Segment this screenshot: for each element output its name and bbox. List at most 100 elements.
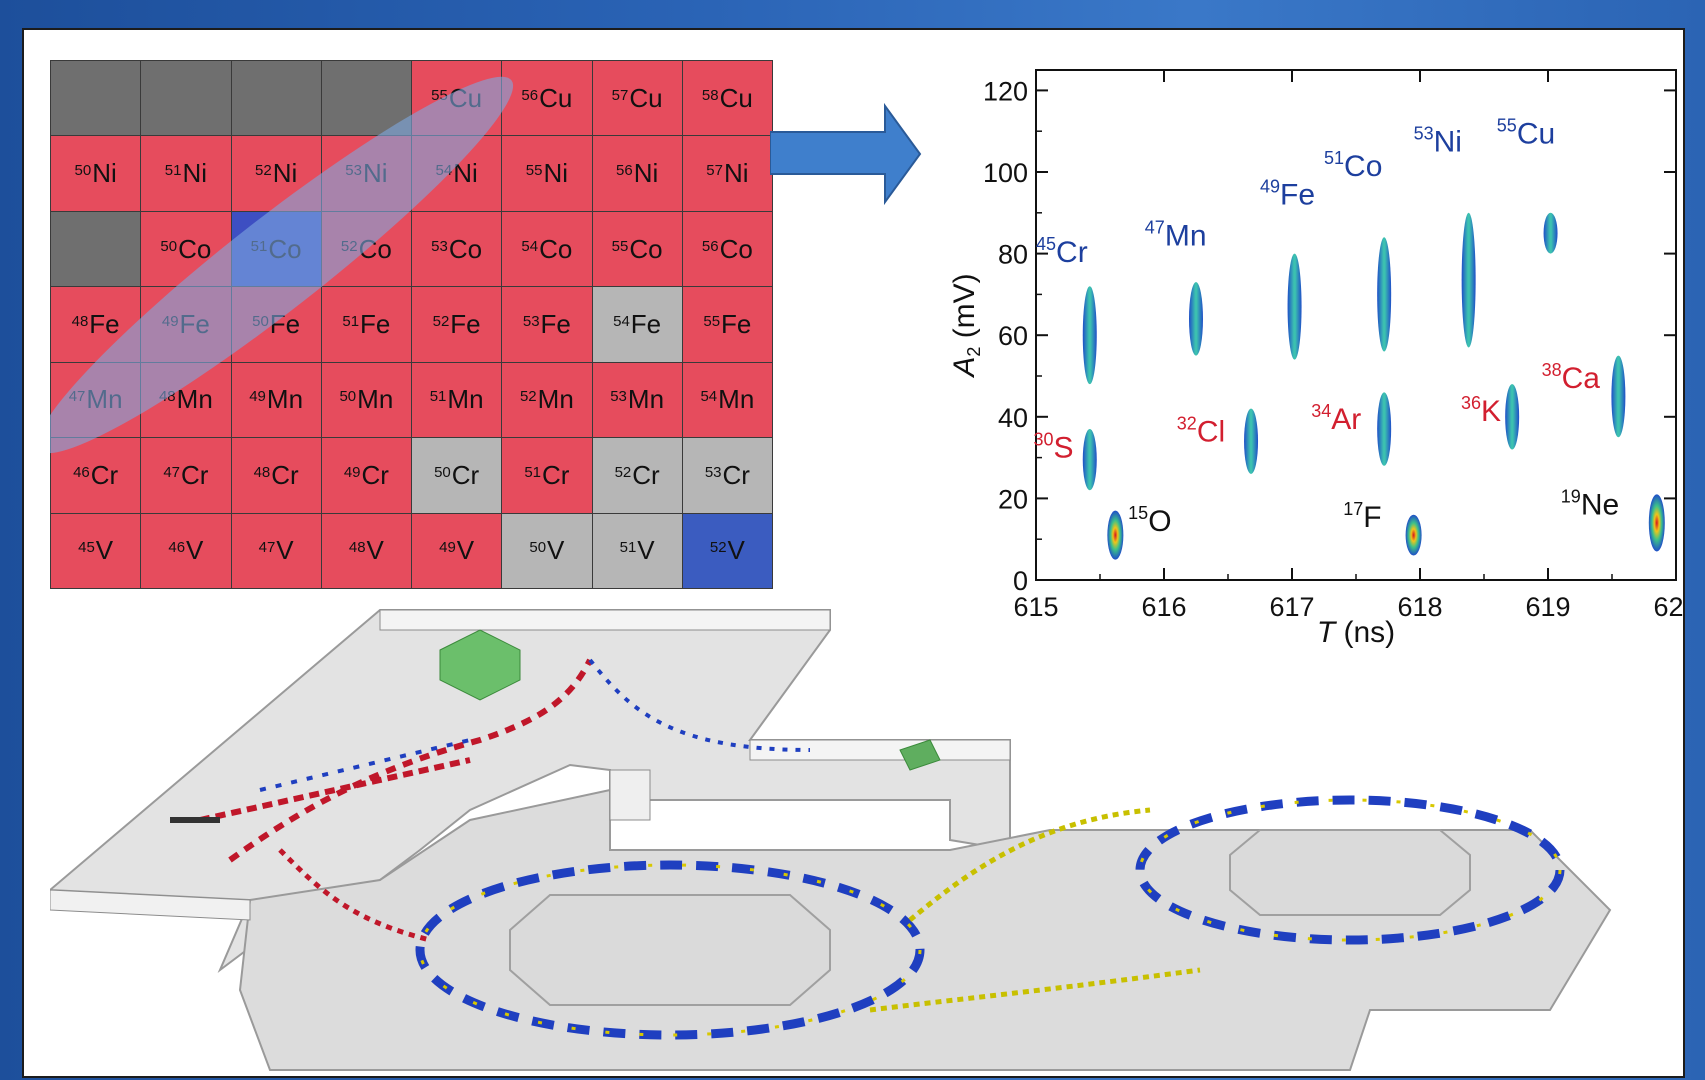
y-axis-symbol: A — [948, 357, 981, 379]
mass-number: 53 — [522, 312, 540, 330]
nuclide-cell-empty — [230, 60, 322, 137]
element-symbol: K — [1481, 395, 1501, 428]
element-symbol: Ni — [453, 158, 478, 189]
element-symbol: Fe — [89, 308, 120, 339]
nuclide-cell-52fe: 52 Fe — [411, 286, 503, 363]
element-symbol: Co — [178, 233, 212, 264]
mass-number: 49 — [343, 463, 361, 481]
mass-number: 48 — [348, 539, 366, 557]
mass-number: 53 — [345, 162, 362, 180]
y-tick-label: 100 — [983, 158, 1028, 188]
mass-number: 52 — [614, 463, 632, 481]
mass-number: 46 — [168, 539, 186, 557]
element-symbol: Cu — [1517, 117, 1555, 150]
cluster-36K — [1505, 384, 1520, 450]
mass-number: 46 — [73, 463, 90, 481]
element-symbol: Mn — [718, 384, 755, 415]
nuclide-cell-47v: 47 V — [230, 512, 322, 589]
nuclide-cell-51fe: 51 Fe — [320, 286, 412, 363]
mass-number: 55 — [611, 237, 629, 255]
mass-number: 49 — [249, 388, 266, 406]
nuclide-cell-56co: 56 Co — [681, 210, 773, 288]
mass-number: 34 — [1311, 401, 1331, 421]
mass-number: 56 — [521, 86, 539, 104]
nuclide-cell-55fe: 55 Fe — [681, 286, 773, 363]
element-symbol: Cr — [632, 459, 660, 490]
mass-number: 58 — [701, 86, 719, 104]
element-symbol: Mn — [86, 384, 123, 415]
element-symbol: Mn — [1165, 219, 1207, 252]
tof-scatter-plot: 615 616 617 618 619 620 0 20 40 60 80 100 120 T (ns) A… — [924, 58, 1683, 670]
mass-number: 19 — [1561, 487, 1581, 507]
nuclide-cell-51co: 51 Co — [230, 210, 322, 288]
element-symbol: Fe — [360, 308, 391, 339]
element-symbol: Ni — [362, 158, 388, 189]
cluster-47Mn — [1189, 282, 1203, 356]
nuclide-cell-53mn: 53 Mn — [591, 361, 683, 439]
nuclide-cell-58cu: 58 Cu — [681, 60, 773, 137]
nuclide-cell-48cr: 48 Cr — [230, 437, 322, 514]
cluster-51Co — [1377, 237, 1392, 352]
nuclide-cell-52v: 52 V — [681, 512, 773, 589]
nuclide-cell-empty — [140, 60, 232, 137]
mass-number: 51 — [164, 162, 182, 180]
cluster-30S — [1082, 429, 1097, 491]
mass-number: 50 — [339, 388, 357, 406]
nuclide-cell-53cr: 53 Cr — [681, 437, 773, 514]
x-tick-label: 615 — [1013, 592, 1058, 622]
mass-number: 50 — [252, 312, 269, 330]
mass-number: 38 — [1542, 360, 1562, 380]
element-symbol: Fe — [721, 308, 752, 339]
nuclide-cell-48v: 48 V — [320, 512, 412, 589]
figure-frame: 55 Cu 56 Cu 57 Cu 58 Cu 50 Ni 51 Ni 52 Ni 53 Ni 54 Ni 55 Ni… — [22, 28, 1685, 1078]
mass-number: 53 — [1414, 124, 1434, 144]
nuclide-cell-empty — [50, 210, 142, 288]
cluster-label-51Co: 51Co — [1324, 148, 1382, 183]
nuclide-cell-56cu: 56 Cu — [501, 60, 593, 137]
mass-number: 55 — [431, 86, 448, 104]
element-symbol: Mn — [447, 384, 484, 415]
element-symbol: Ni — [543, 158, 568, 189]
y-tick-label: 60 — [998, 321, 1028, 351]
cluster-53Ni — [1461, 212, 1476, 348]
nuclide-cell-56ni: 56 Ni — [591, 135, 683, 212]
element-symbol: V — [547, 535, 565, 566]
mass-number: 55 — [1497, 115, 1517, 135]
mass-number: 52 — [432, 312, 450, 330]
element-symbol: Ar — [1331, 403, 1361, 436]
cluster-label-19Ne: 19Ne — [1561, 487, 1619, 522]
element-symbol: Cr — [542, 459, 570, 490]
element-symbol: Fe — [540, 308, 571, 339]
element-symbol: Cr — [451, 459, 480, 490]
mass-number: 57 — [611, 86, 629, 104]
cluster-19Ne — [1648, 494, 1665, 552]
cluster-label-47Mn: 47Mn — [1145, 217, 1207, 252]
mass-number: 15 — [1128, 503, 1148, 523]
mass-number: 52 — [709, 539, 727, 557]
cluster-label-17F: 17F — [1343, 499, 1381, 534]
mass-number: 30 — [1033, 430, 1053, 450]
mass-number: 52 — [340, 237, 358, 255]
nuclide-cell-50co: 50 Co — [140, 210, 232, 288]
element-symbol: Cr — [1056, 236, 1088, 269]
element-symbol: V — [456, 535, 475, 566]
element-symbol: V — [276, 535, 294, 566]
mass-number: 51 — [524, 463, 541, 481]
nuclide-cell-empty — [50, 60, 142, 137]
mass-number: 36 — [1461, 393, 1481, 413]
mass-number: 56 — [701, 237, 719, 255]
cluster-34Ar — [1377, 392, 1392, 466]
element-symbol: Fe — [179, 308, 210, 339]
nuclide-cell-55cu: 55 Cu — [411, 60, 503, 137]
cluster-label-34Ar: 34Ar — [1311, 401, 1361, 436]
mass-number: 47 — [1145, 217, 1165, 237]
mass-number: 51 — [342, 312, 360, 330]
nuclide-cell-53ni: 53 Ni — [320, 135, 412, 212]
element-symbol: F — [1363, 501, 1381, 534]
mass-number: 54 — [700, 388, 718, 406]
nuclide-cell-52mn: 52 Mn — [501, 361, 593, 439]
nuclide-cell-48fe: 48 Fe — [50, 286, 142, 363]
element-symbol: V — [95, 535, 114, 566]
cluster-label-55Cu: 55Cu — [1497, 115, 1555, 150]
element-symbol: Cr — [722, 459, 750, 490]
